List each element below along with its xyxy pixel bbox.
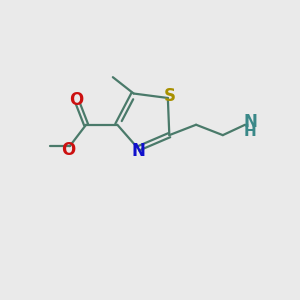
Text: S: S xyxy=(164,87,176,105)
Text: N: N xyxy=(131,142,145,160)
Text: H: H xyxy=(244,124,257,139)
Text: O: O xyxy=(69,91,83,109)
Text: N: N xyxy=(244,113,257,131)
Text: O: O xyxy=(61,141,75,159)
